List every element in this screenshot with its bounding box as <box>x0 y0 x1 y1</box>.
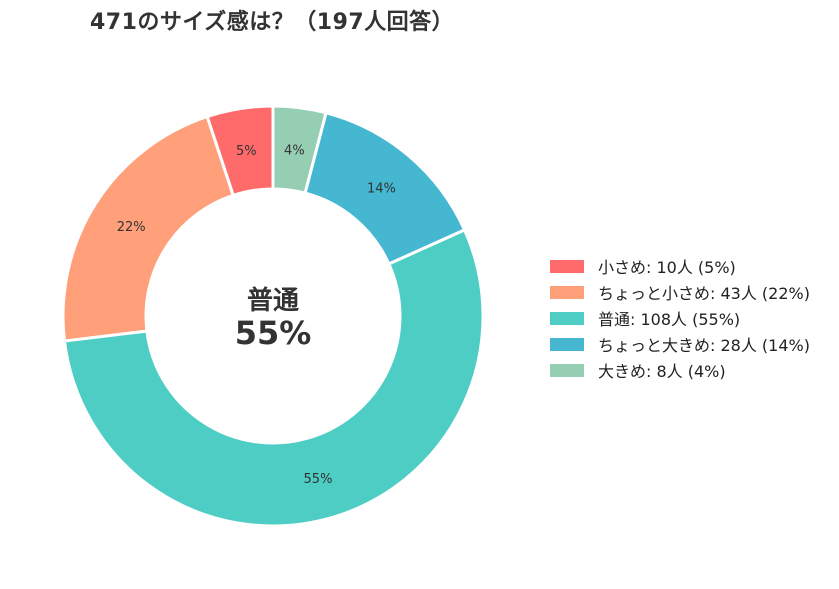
slice-3 <box>63 228 485 528</box>
slice-percent-label: 4% <box>284 143 305 158</box>
legend-item: 大きめ: 8人 (4%) <box>550 357 810 383</box>
chart-title: 471のサイズ感は？（197人回答） <box>90 10 455 35</box>
center-label-category: 普通 <box>247 285 299 316</box>
legend-label: 小さめ: 10人 (5%) <box>598 258 736 277</box>
legend-swatch <box>550 337 584 351</box>
legend-label: ちょっと小さめ: 43人 (22%) <box>598 284 810 303</box>
percent-labels-layer: 5% 22% 55% 14% 4% <box>117 143 396 486</box>
slice-percent-label: 55% <box>304 472 333 487</box>
slice-percent-label: 22% <box>117 220 146 235</box>
slice-2 <box>61 115 235 343</box>
legend-label: 大きめ: 8人 (4%) <box>598 362 726 381</box>
legend: 小さめ: 10人 (5%) ちょっと小さめ: 43人 (22%) 普通: 108人 … <box>550 253 810 383</box>
center-label-percent: 55% <box>235 314 312 352</box>
slice-percent-label: 14% <box>367 182 396 197</box>
legend-swatch <box>550 285 584 299</box>
legend-item: ちょっと大きめ: 28人 (14%) <box>550 331 810 357</box>
legend-label: 普通: 108人 (55%) <box>598 310 741 329</box>
slices-layer <box>61 104 485 528</box>
legend-swatch <box>550 363 584 377</box>
legend-item: 普通: 108人 (55%) <box>550 305 810 331</box>
legend-item: ちょっと小さめ: 43人 (22%) <box>550 279 810 305</box>
donut-chart: 5% 22% 55% 14% 4% 普通 55% <box>61 104 485 528</box>
legend-label: ちょっと大きめ: 28人 (14%) <box>598 336 810 355</box>
legend-swatch <box>550 259 584 273</box>
slice-5 <box>271 104 328 195</box>
legend-swatch <box>550 311 584 325</box>
legend-item: 小さめ: 10人 (5%) <box>550 253 810 279</box>
slice-percent-label: 5% <box>236 144 257 159</box>
